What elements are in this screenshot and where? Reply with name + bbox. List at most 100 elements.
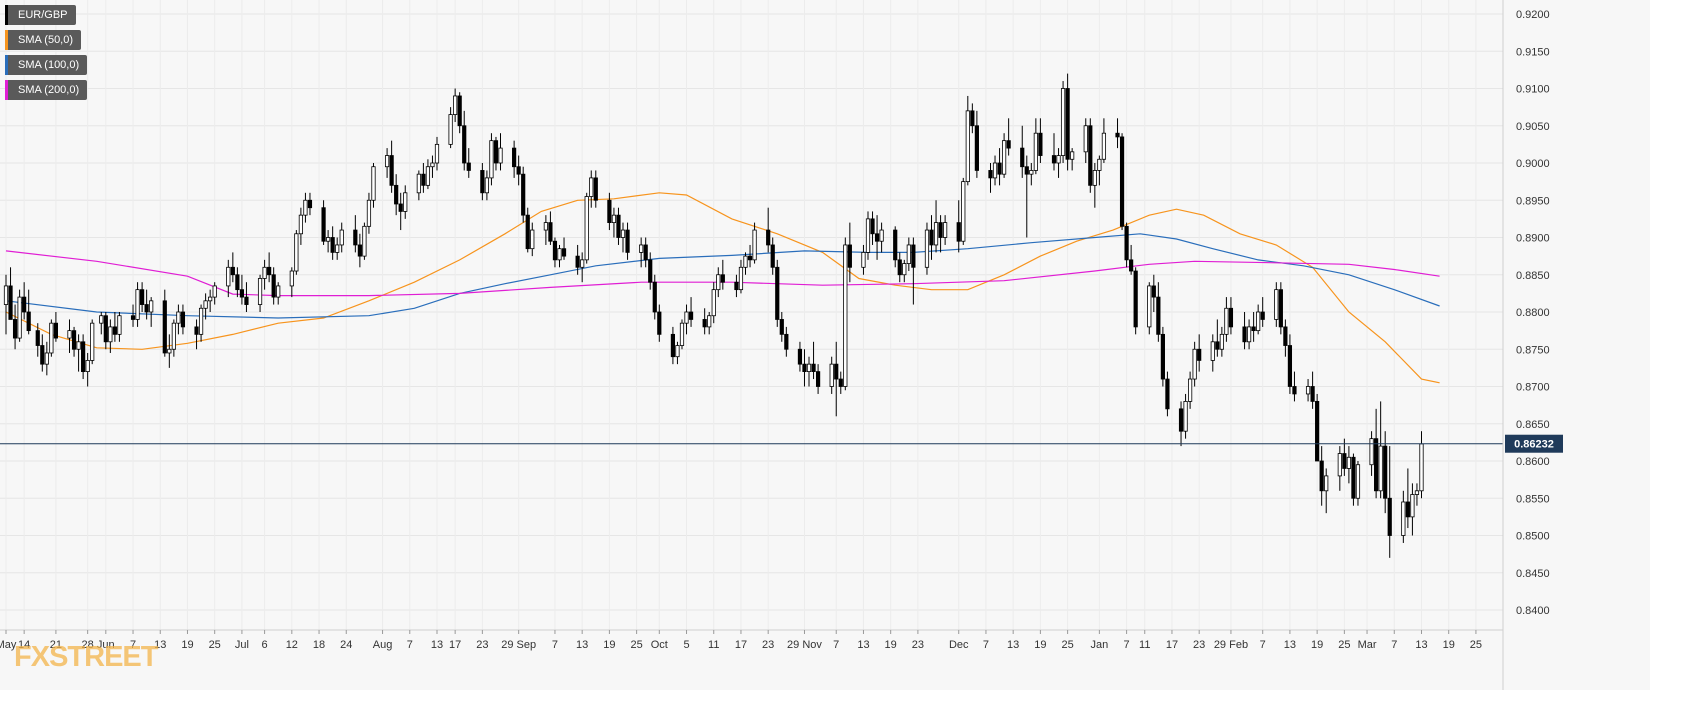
- candle: [743, 252, 748, 275]
- y-tick-label: 0.9200: [1516, 9, 1550, 21]
- candle: [815, 364, 821, 394]
- candle: [1278, 282, 1283, 335]
- candle: [675, 341, 680, 365]
- x-tick-label: Mar: [1358, 639, 1377, 651]
- candle: [167, 334, 172, 368]
- candle: [44, 341, 49, 376]
- candle: [3, 274, 9, 335]
- x-tick-label: 7: [552, 639, 558, 651]
- candle-body: [44, 352, 49, 365]
- candle: [85, 352, 90, 387]
- y-tick-label: 0.8450: [1516, 568, 1550, 580]
- candle: [584, 192, 589, 264]
- x-tick-label: 7: [1124, 639, 1130, 651]
- candle: [1310, 371, 1315, 409]
- candle: [489, 133, 494, 186]
- candle-body: [466, 162, 471, 171]
- candle-body: [389, 155, 394, 186]
- x-tick-label: 11: [708, 639, 719, 651]
- candle-body: [1097, 158, 1102, 171]
- candle: [525, 207, 530, 253]
- candle: [1029, 163, 1034, 186]
- candle-body: [235, 274, 240, 291]
- candle: [1337, 446, 1342, 491]
- candle: [112, 312, 117, 342]
- candle: [997, 148, 1002, 186]
- candle-body: [194, 326, 199, 335]
- candle-body: [1337, 453, 1342, 477]
- legend-swatch: [5, 5, 8, 25]
- candle-body: [625, 229, 630, 253]
- candle: [1060, 81, 1066, 163]
- candle: [130, 304, 136, 327]
- legend-item-sma-50[interactable]: SMA (50,0): [5, 30, 82, 50]
- candle-body: [1224, 307, 1229, 335]
- x-tick-label: 25: [1061, 639, 1073, 651]
- candle: [775, 259, 780, 327]
- candle-body: [893, 229, 898, 261]
- candle-body: [321, 207, 326, 242]
- candle-body: [480, 170, 485, 194]
- candle: [140, 282, 145, 312]
- candle-body: [702, 319, 707, 328]
- candle-body: [639, 244, 644, 253]
- candle: [752, 222, 757, 264]
- candle: [194, 319, 199, 350]
- candle-body: [99, 315, 104, 324]
- candle: [961, 177, 966, 245]
- candle-body: [670, 333, 676, 358]
- legend-item-eurgbp[interactable]: EUR/GBP: [5, 5, 76, 25]
- candle: [861, 244, 866, 275]
- candle: [874, 215, 880, 260]
- candle: [49, 319, 54, 357]
- legend-swatch: [5, 80, 8, 100]
- candle: [1405, 468, 1410, 529]
- candle-body: [1374, 438, 1379, 492]
- candle-body: [403, 192, 408, 212]
- candle-body: [85, 360, 90, 372]
- candle: [643, 237, 648, 268]
- candle: [176, 304, 181, 335]
- x-tick-label: 13: [857, 639, 869, 651]
- candle: [1097, 155, 1102, 186]
- candle-body: [929, 229, 934, 246]
- candle: [362, 222, 367, 260]
- candle: [1083, 118, 1088, 163]
- candle: [779, 312, 784, 342]
- candle: [679, 319, 685, 350]
- x-tick-label: May: [0, 639, 17, 651]
- candle-body: [988, 170, 993, 179]
- candle: [235, 267, 240, 298]
- candle: [670, 326, 676, 365]
- candle-body: [815, 371, 821, 387]
- candle: [371, 163, 376, 208]
- candle: [707, 312, 712, 335]
- candle-body: [3, 285, 9, 305]
- candle-body: [421, 173, 426, 186]
- legend-item-sma-100[interactable]: SMA (100,0): [5, 55, 88, 75]
- candle: [702, 308, 707, 335]
- candle: [421, 163, 426, 193]
- candle: [171, 319, 176, 357]
- candle-body: [834, 363, 839, 380]
- candle: [734, 274, 739, 298]
- candle-body: [149, 300, 154, 313]
- candle: [303, 192, 308, 223]
- candle: [326, 230, 331, 253]
- candle-body: [1242, 326, 1247, 343]
- candle-body: [516, 166, 521, 175]
- candle: [561, 237, 567, 260]
- candle: [965, 95, 970, 186]
- legend-label: SMA (200,0): [18, 84, 80, 96]
- candle-body: [1351, 456, 1356, 499]
- candle: [943, 215, 948, 245]
- candle: [71, 326, 77, 357]
- legend-item-sma-200[interactable]: SMA (200,0): [5, 80, 88, 100]
- candle-body: [12, 319, 18, 339]
- candle: [434, 136, 440, 171]
- candle-body: [1119, 136, 1125, 227]
- candle: [684, 304, 689, 335]
- x-tick-label: 23: [912, 639, 924, 651]
- candle-body: [738, 266, 744, 291]
